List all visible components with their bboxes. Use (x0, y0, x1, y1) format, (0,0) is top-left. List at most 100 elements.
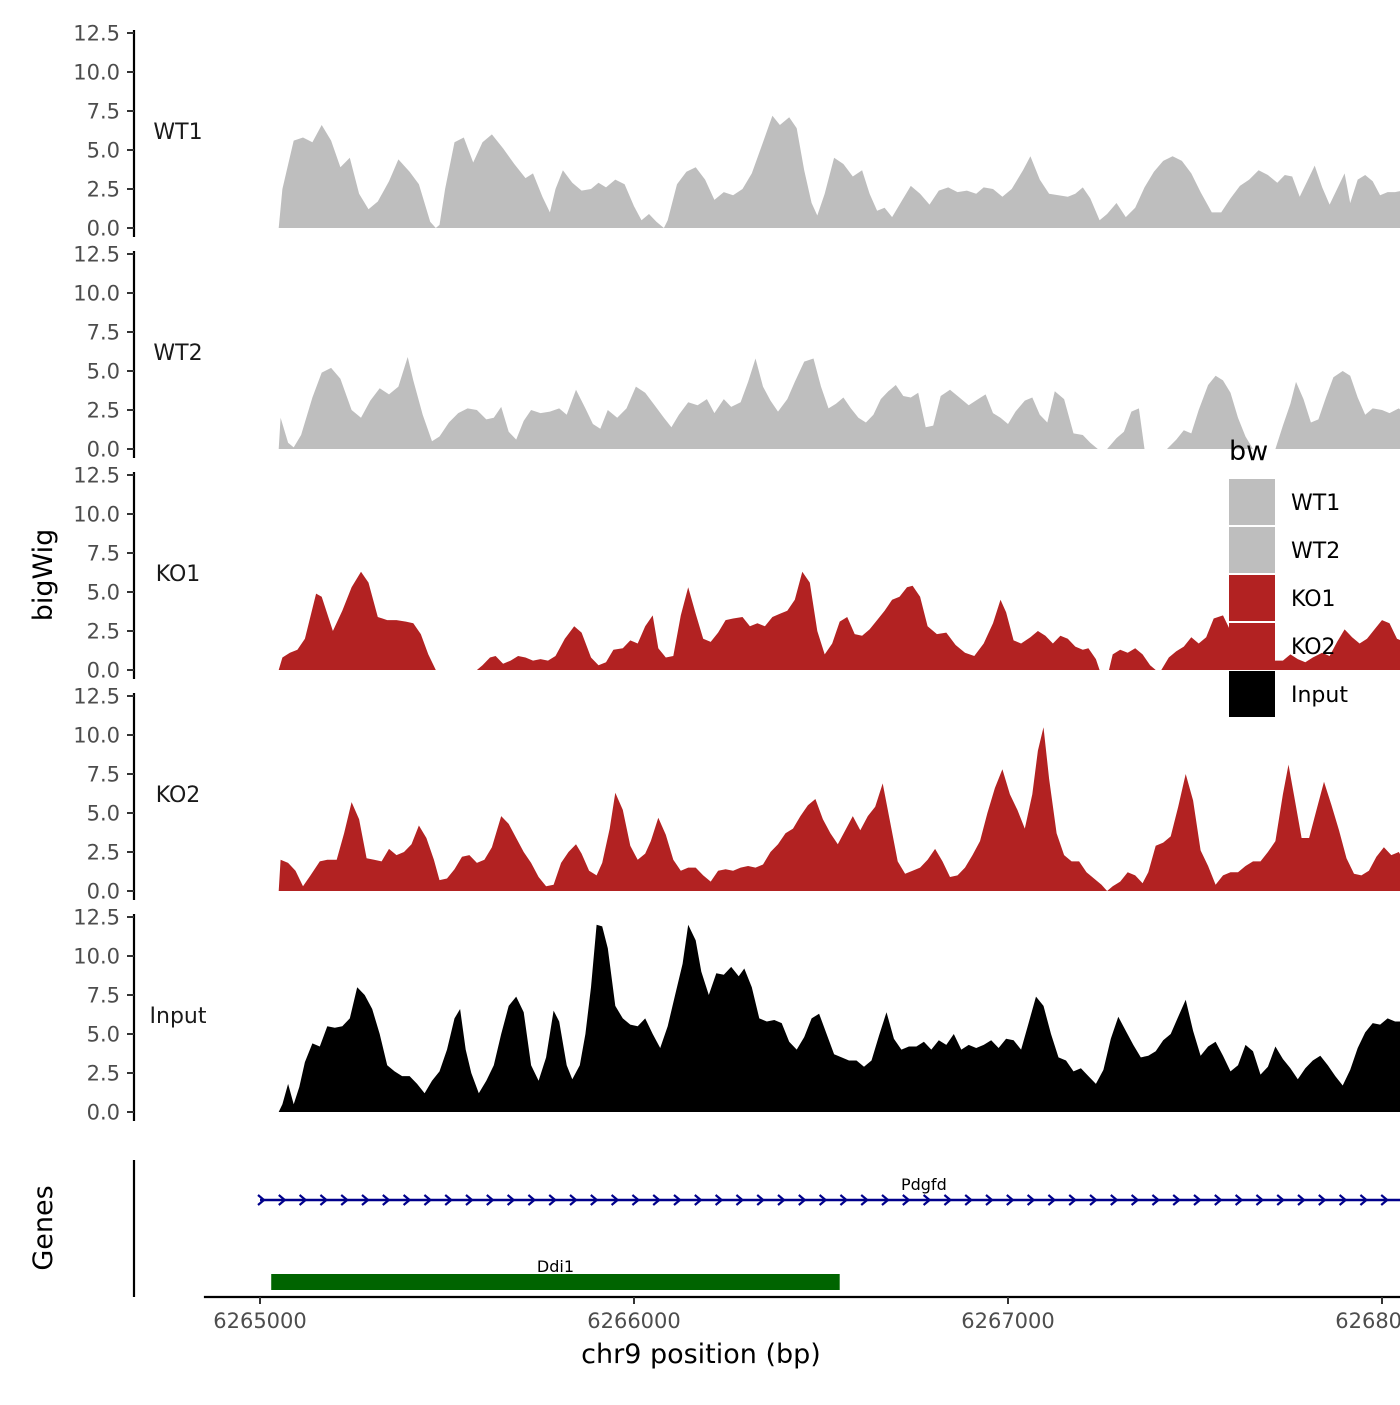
strand-arrow (673, 1194, 682, 1206)
strand-arrow (756, 1194, 765, 1206)
y-tick-label: 5.0 (87, 139, 120, 163)
strand-arrow (1089, 1194, 1098, 1206)
strand-arrow (298, 1194, 308, 1206)
coverage-area (275, 571, 1400, 670)
strand-arrow (1234, 1194, 1244, 1206)
y-tick-label: 7.5 (87, 763, 120, 787)
y-tick-label: 5.0 (87, 802, 120, 826)
y-tick-label: 12.5 (73, 22, 120, 46)
y-tick-label: 2.5 (87, 399, 120, 423)
gene-block (271, 1274, 840, 1290)
x-tick-label: 6267000 (961, 1309, 1055, 1333)
legend-item-wt2: WT2 (1229, 527, 1340, 573)
strand-arrow (902, 1194, 911, 1206)
y-tick-label: 12.5 (73, 685, 120, 709)
gene-panel-title: Genes (28, 1185, 59, 1270)
strand-arrow (922, 1194, 932, 1206)
track-wt2: 0.0 2.5 5.0 7.5 10.0 12.5 WT2 (73, 243, 1400, 462)
coverage-area (278, 727, 1400, 891)
strand-arrow (1359, 1194, 1369, 1206)
legend-swatch (1229, 575, 1275, 621)
strand-arrow (1193, 1194, 1202, 1206)
y-tick-label: 5.0 (87, 1023, 120, 1047)
x-axis-title: chr9 position (bp) (581, 1339, 821, 1370)
y-tick-label: 7.5 (87, 542, 120, 566)
y-tick-label: 10.0 (73, 282, 120, 306)
strand-arrow (444, 1194, 453, 1206)
legend-item-ko1: KO1 (1229, 575, 1336, 621)
y-tick-label: 10.0 (73, 61, 120, 85)
gene-panel: Pdgfd Ddi1 (132, 1160, 1400, 1297)
strand-arrow (1380, 1194, 1389, 1206)
strand-arrow (1338, 1194, 1348, 1206)
track-ko2: 0.0 2.5 5.0 7.5 10.0 12.5 KO2 (73, 685, 1400, 904)
y-tick-label: 2.5 (87, 841, 120, 865)
y-tick-label: 12.5 (73, 243, 120, 267)
strand-arrow (1255, 1194, 1265, 1206)
y-tick-label: 10.0 (73, 945, 120, 969)
y-tick-label: 0.0 (87, 438, 120, 462)
y-tick-label: 12.5 (73, 464, 120, 488)
strand-arrow (569, 1194, 578, 1206)
strand-arrow (1130, 1194, 1140, 1206)
strand-arrow (694, 1194, 703, 1206)
gene-label: Ddi1 (537, 1257, 574, 1276)
y-tick-label: 12.5 (73, 906, 120, 930)
strand-arrow (1006, 1194, 1015, 1206)
y-tick-label: 0.0 (87, 1101, 120, 1125)
track-ko1: 0.0 2.5 5.0 7.5 10.0 12.5 KO1 (73, 464, 1400, 683)
strand-arrow (486, 1194, 495, 1206)
legend-label: KO2 (1291, 635, 1336, 660)
strand-arrow (818, 1194, 828, 1206)
strand-arrow (423, 1194, 433, 1206)
strand-arrow (881, 1194, 890, 1206)
y-tick-label: 2.5 (87, 620, 120, 644)
gene-ddi1: Ddi1 (271, 1257, 840, 1290)
strand-arrow (1026, 1194, 1036, 1206)
y-tick-label: 7.5 (87, 100, 120, 124)
y-tick-label: 2.5 (87, 1062, 120, 1086)
y-tick-label: 0.0 (87, 659, 120, 683)
strand-arrow (402, 1194, 412, 1206)
track-label: Input (150, 1004, 207, 1029)
strand-arrow (340, 1194, 349, 1206)
strand-arrow (527, 1194, 537, 1206)
strand-arrow (1297, 1194, 1306, 1206)
strand-arrow (1276, 1194, 1285, 1206)
strand-arrow (506, 1194, 516, 1206)
y-tick-label: 7.5 (87, 321, 120, 345)
legend-swatch (1229, 479, 1275, 525)
strand-arrow (1047, 1194, 1057, 1206)
legend-title: bw (1229, 436, 1268, 467)
track-wt1: 0.0 2.5 5.0 7.5 10.0 12.5 WT1 (73, 22, 1400, 241)
strand-arrow (257, 1194, 266, 1206)
gene-pdgfd: Pdgfd (257, 1175, 1400, 1206)
strand-arrow (985, 1194, 994, 1206)
coverage-tracks: 0.0 2.5 5.0 7.5 10.0 12.5 WT1 0.0 2.5 5.0 7.5 10.0 1… (73, 22, 1400, 1125)
strand-arrow (1214, 1194, 1223, 1206)
strand-arrow (1318, 1194, 1327, 1206)
strand-arrow (1172, 1194, 1181, 1206)
strand-arrow (964, 1194, 973, 1206)
legend-label: Input (1291, 683, 1348, 708)
y-tick-label: 0.0 (87, 217, 120, 241)
y-tick-label: 0.0 (87, 880, 120, 904)
gene-label: Pdgfd (901, 1175, 947, 1194)
legend-swatch (1229, 623, 1275, 669)
strand-arrow (278, 1194, 287, 1206)
legend-item-input: Input (1229, 671, 1348, 717)
strand-arrow (735, 1194, 745, 1206)
x-axis: 6265000 6266000 6267000 6268000 (203, 1295, 1400, 1333)
legend-item-ko2: KO2 (1229, 623, 1336, 669)
legend-label: WT2 (1291, 539, 1340, 564)
strand-arrow (777, 1194, 786, 1206)
legend-label: KO1 (1291, 587, 1336, 612)
y-axis-title: bigWig (28, 529, 59, 622)
strand-arrow (714, 1194, 724, 1206)
strand-arrow (361, 1194, 370, 1206)
coverage-area (278, 357, 1400, 449)
strand-arrow (382, 1194, 391, 1206)
strand-arrow (943, 1194, 953, 1206)
